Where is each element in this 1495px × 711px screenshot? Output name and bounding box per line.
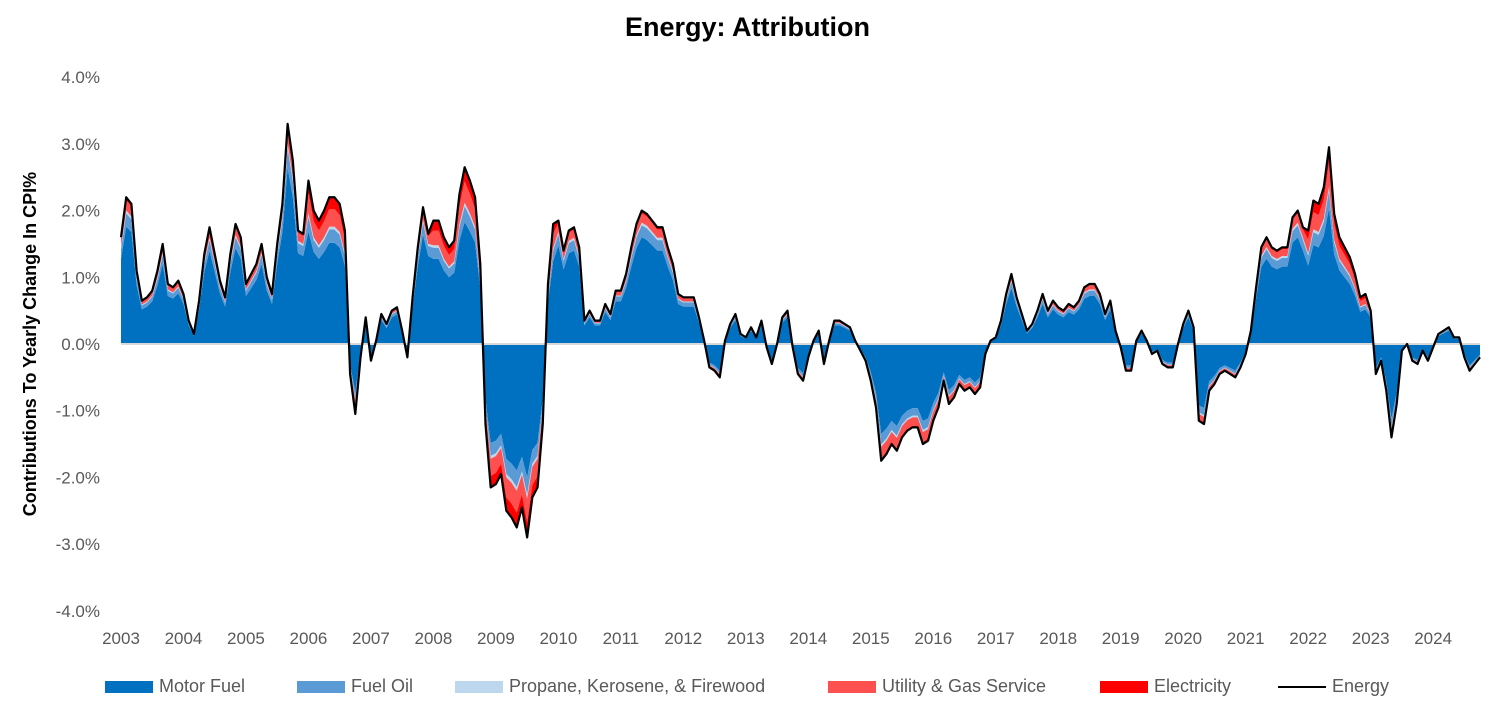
legend-propane: Propane, Kerosene, & Firewood: [455, 676, 765, 697]
legend-swatch: [455, 680, 503, 693]
x-tick-label: 2011: [603, 629, 640, 648]
legend-swatch: [297, 680, 345, 693]
y-tick-label: -3.0%: [56, 535, 100, 554]
y-tick-label: 4.0%: [61, 68, 100, 87]
x-tick-label: 2018: [1039, 629, 1077, 648]
legend-utility-gas: Utility & Gas Service: [828, 676, 1046, 697]
legend-swatch: [828, 680, 876, 693]
y-axis-label: Contributions To Yearly Change In CPI%: [20, 172, 40, 516]
y-tick-label: -4.0%: [56, 602, 100, 621]
y-tick-label: 3.0%: [61, 135, 100, 154]
x-tick-label: 2005: [227, 629, 265, 648]
y-tick-label: -1.0%: [56, 402, 100, 421]
legend-label: Electricity: [1154, 676, 1232, 696]
x-tick-label: 2006: [290, 629, 328, 648]
y-tick-label: 2.0%: [61, 202, 100, 221]
legend-fuel-oil: Fuel Oil: [297, 676, 413, 697]
legend-swatch: [105, 680, 153, 693]
x-tick-label: 2017: [977, 629, 1015, 648]
motor-fuel-area: [121, 167, 1480, 478]
legend-energy: Energy: [1278, 676, 1389, 697]
x-tick-label: 2021: [1227, 629, 1265, 648]
x-tick-label: 2008: [414, 629, 452, 648]
legend-label: Motor Fuel: [159, 676, 246, 696]
legend-electricity: Electricity: [1100, 676, 1231, 697]
x-tick-label: 2004: [165, 629, 203, 648]
x-tick-label: 2013: [727, 629, 765, 648]
x-tick-label: 2014: [789, 629, 827, 648]
legend-label: Utility & Gas Service: [882, 676, 1047, 696]
legend-swatch: [1278, 685, 1326, 688]
legend-motor-fuel: Motor Fuel: [105, 676, 245, 697]
x-tick-label: 2015: [852, 629, 890, 648]
x-tick-label: 2019: [1102, 629, 1140, 648]
chart-title: Energy: Attribution: [625, 12, 870, 42]
x-tick-label: 2012: [664, 629, 702, 648]
y-tick-label: -2.0%: [56, 468, 100, 487]
y-tick-label: 0.0%: [61, 335, 100, 354]
energy-line: [119, 122, 1481, 539]
legend-swatch: [1100, 680, 1148, 693]
x-tick-label: 2024: [1414, 629, 1452, 648]
legend-label: Energy: [1332, 676, 1390, 696]
x-tick-label: 2010: [539, 629, 577, 648]
legend-label: Fuel Oil: [351, 676, 414, 696]
x-tick-label: 2003: [102, 629, 140, 648]
legend: Motor Fuel Fuel Oil Propane, Kerosene, & F…: [0, 676, 1495, 700]
x-tick-label: 2007: [352, 629, 390, 648]
y-tick-label: 1.0%: [61, 268, 100, 287]
x-tick-label: 2022: [1289, 629, 1327, 648]
x-tick-label: 2016: [914, 629, 952, 648]
fuel-oil-area: [121, 148, 1480, 495]
x-tick-label: 2020: [1164, 629, 1202, 648]
legend-label: Propane, Kerosene, & Firewood: [509, 676, 766, 696]
x-tick-label: 2023: [1352, 629, 1390, 648]
x-tick-label: 2009: [477, 629, 515, 648]
